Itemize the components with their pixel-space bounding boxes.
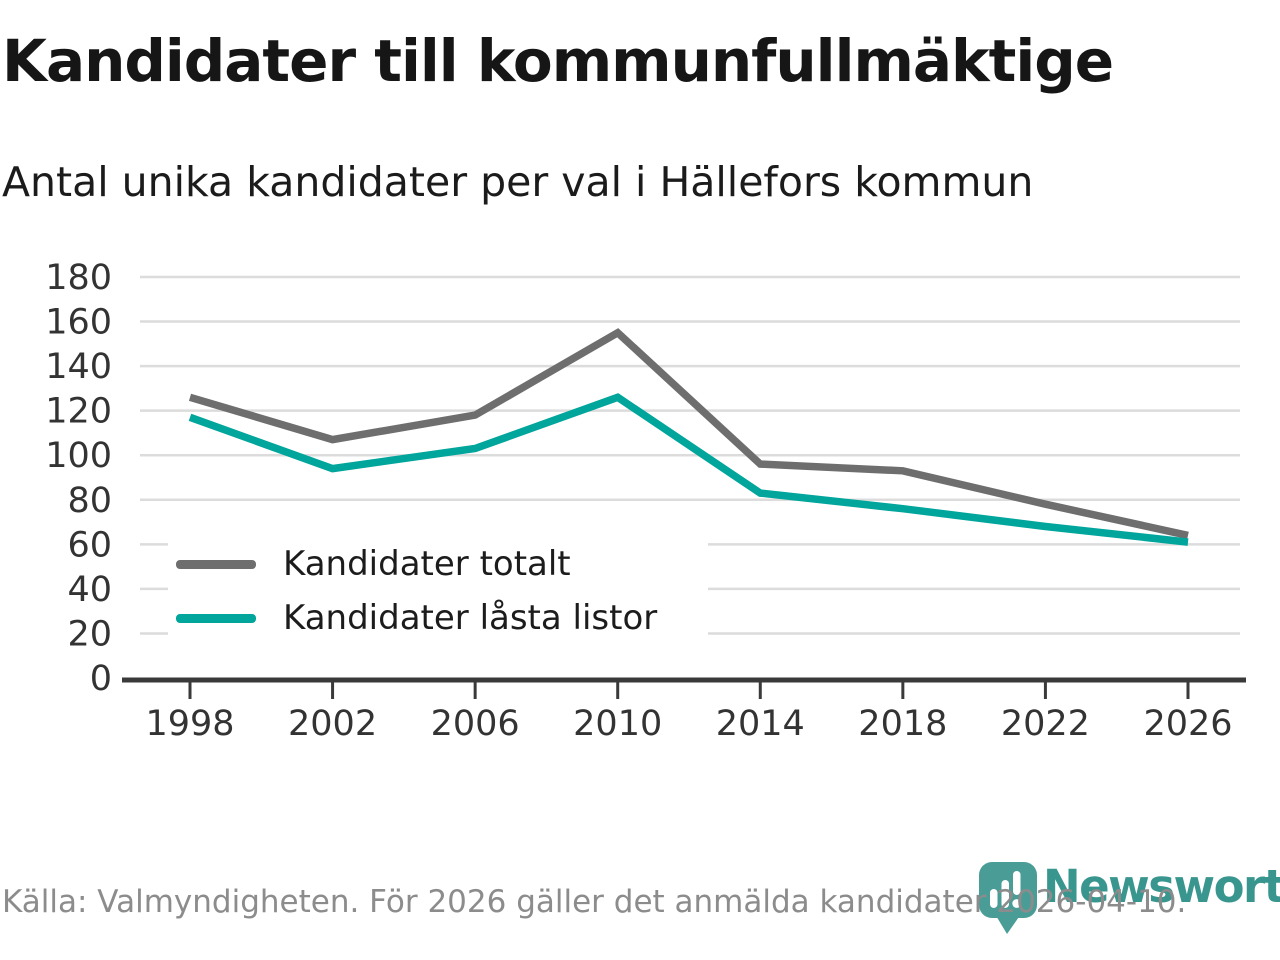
legend-item-total: Kandidater totalt	[176, 539, 708, 589]
source-note: Källa: Valmyndigheten. För 2026 gäller d…	[2, 884, 1187, 920]
y-tick-label: 40	[67, 570, 112, 610]
y-tick-label: 60	[67, 525, 112, 565]
series-line-lasta-listor	[188, 393, 1189, 546]
legend-label-locked: Kandidater låsta listor	[283, 598, 658, 638]
x-tick-label: 2014	[716, 704, 805, 744]
series-line-totalt	[188, 328, 1189, 540]
legend-swatch-total	[176, 559, 256, 569]
x-tick-label: 2018	[858, 704, 947, 744]
x-tick-label: 2026	[1143, 704, 1232, 744]
y-tick-label: 120	[45, 392, 112, 432]
newsworthy-logo: Newsworthy	[977, 858, 1280, 936]
newsworthy-pin-icon	[979, 862, 1037, 934]
x-tick-label: 2010	[573, 704, 662, 744]
y-tick-label: 80	[67, 481, 112, 521]
newsworthy-wordmark: Newsworthy	[1043, 860, 1280, 913]
x-tick-label: 2002	[288, 704, 377, 744]
legend-item-locked: Kandidater låsta listor	[176, 593, 708, 643]
y-tick-label: 160	[45, 303, 112, 343]
x-tick-label: 1998	[145, 704, 234, 744]
y-tick-label: 100	[45, 436, 112, 476]
y-tick-label: 140	[45, 347, 112, 387]
page-title: Kandidater till kommunfullmäktige	[2, 27, 1114, 95]
legend-label-total: Kandidater totalt	[283, 544, 571, 584]
y-tick-label: 0	[90, 659, 112, 699]
x-tick-label: 2022	[1001, 704, 1090, 744]
legend-swatch-locked	[176, 613, 256, 623]
y-tick-label: 180	[45, 258, 112, 298]
x-tick-label: 2006	[431, 704, 520, 744]
chart-legend: Kandidater totalt Kandidater låsta listo…	[168, 535, 708, 649]
y-tick-label: 20	[67, 614, 112, 654]
page-subtitle: Antal unika kandidater per val i Hällefo…	[2, 158, 1034, 206]
